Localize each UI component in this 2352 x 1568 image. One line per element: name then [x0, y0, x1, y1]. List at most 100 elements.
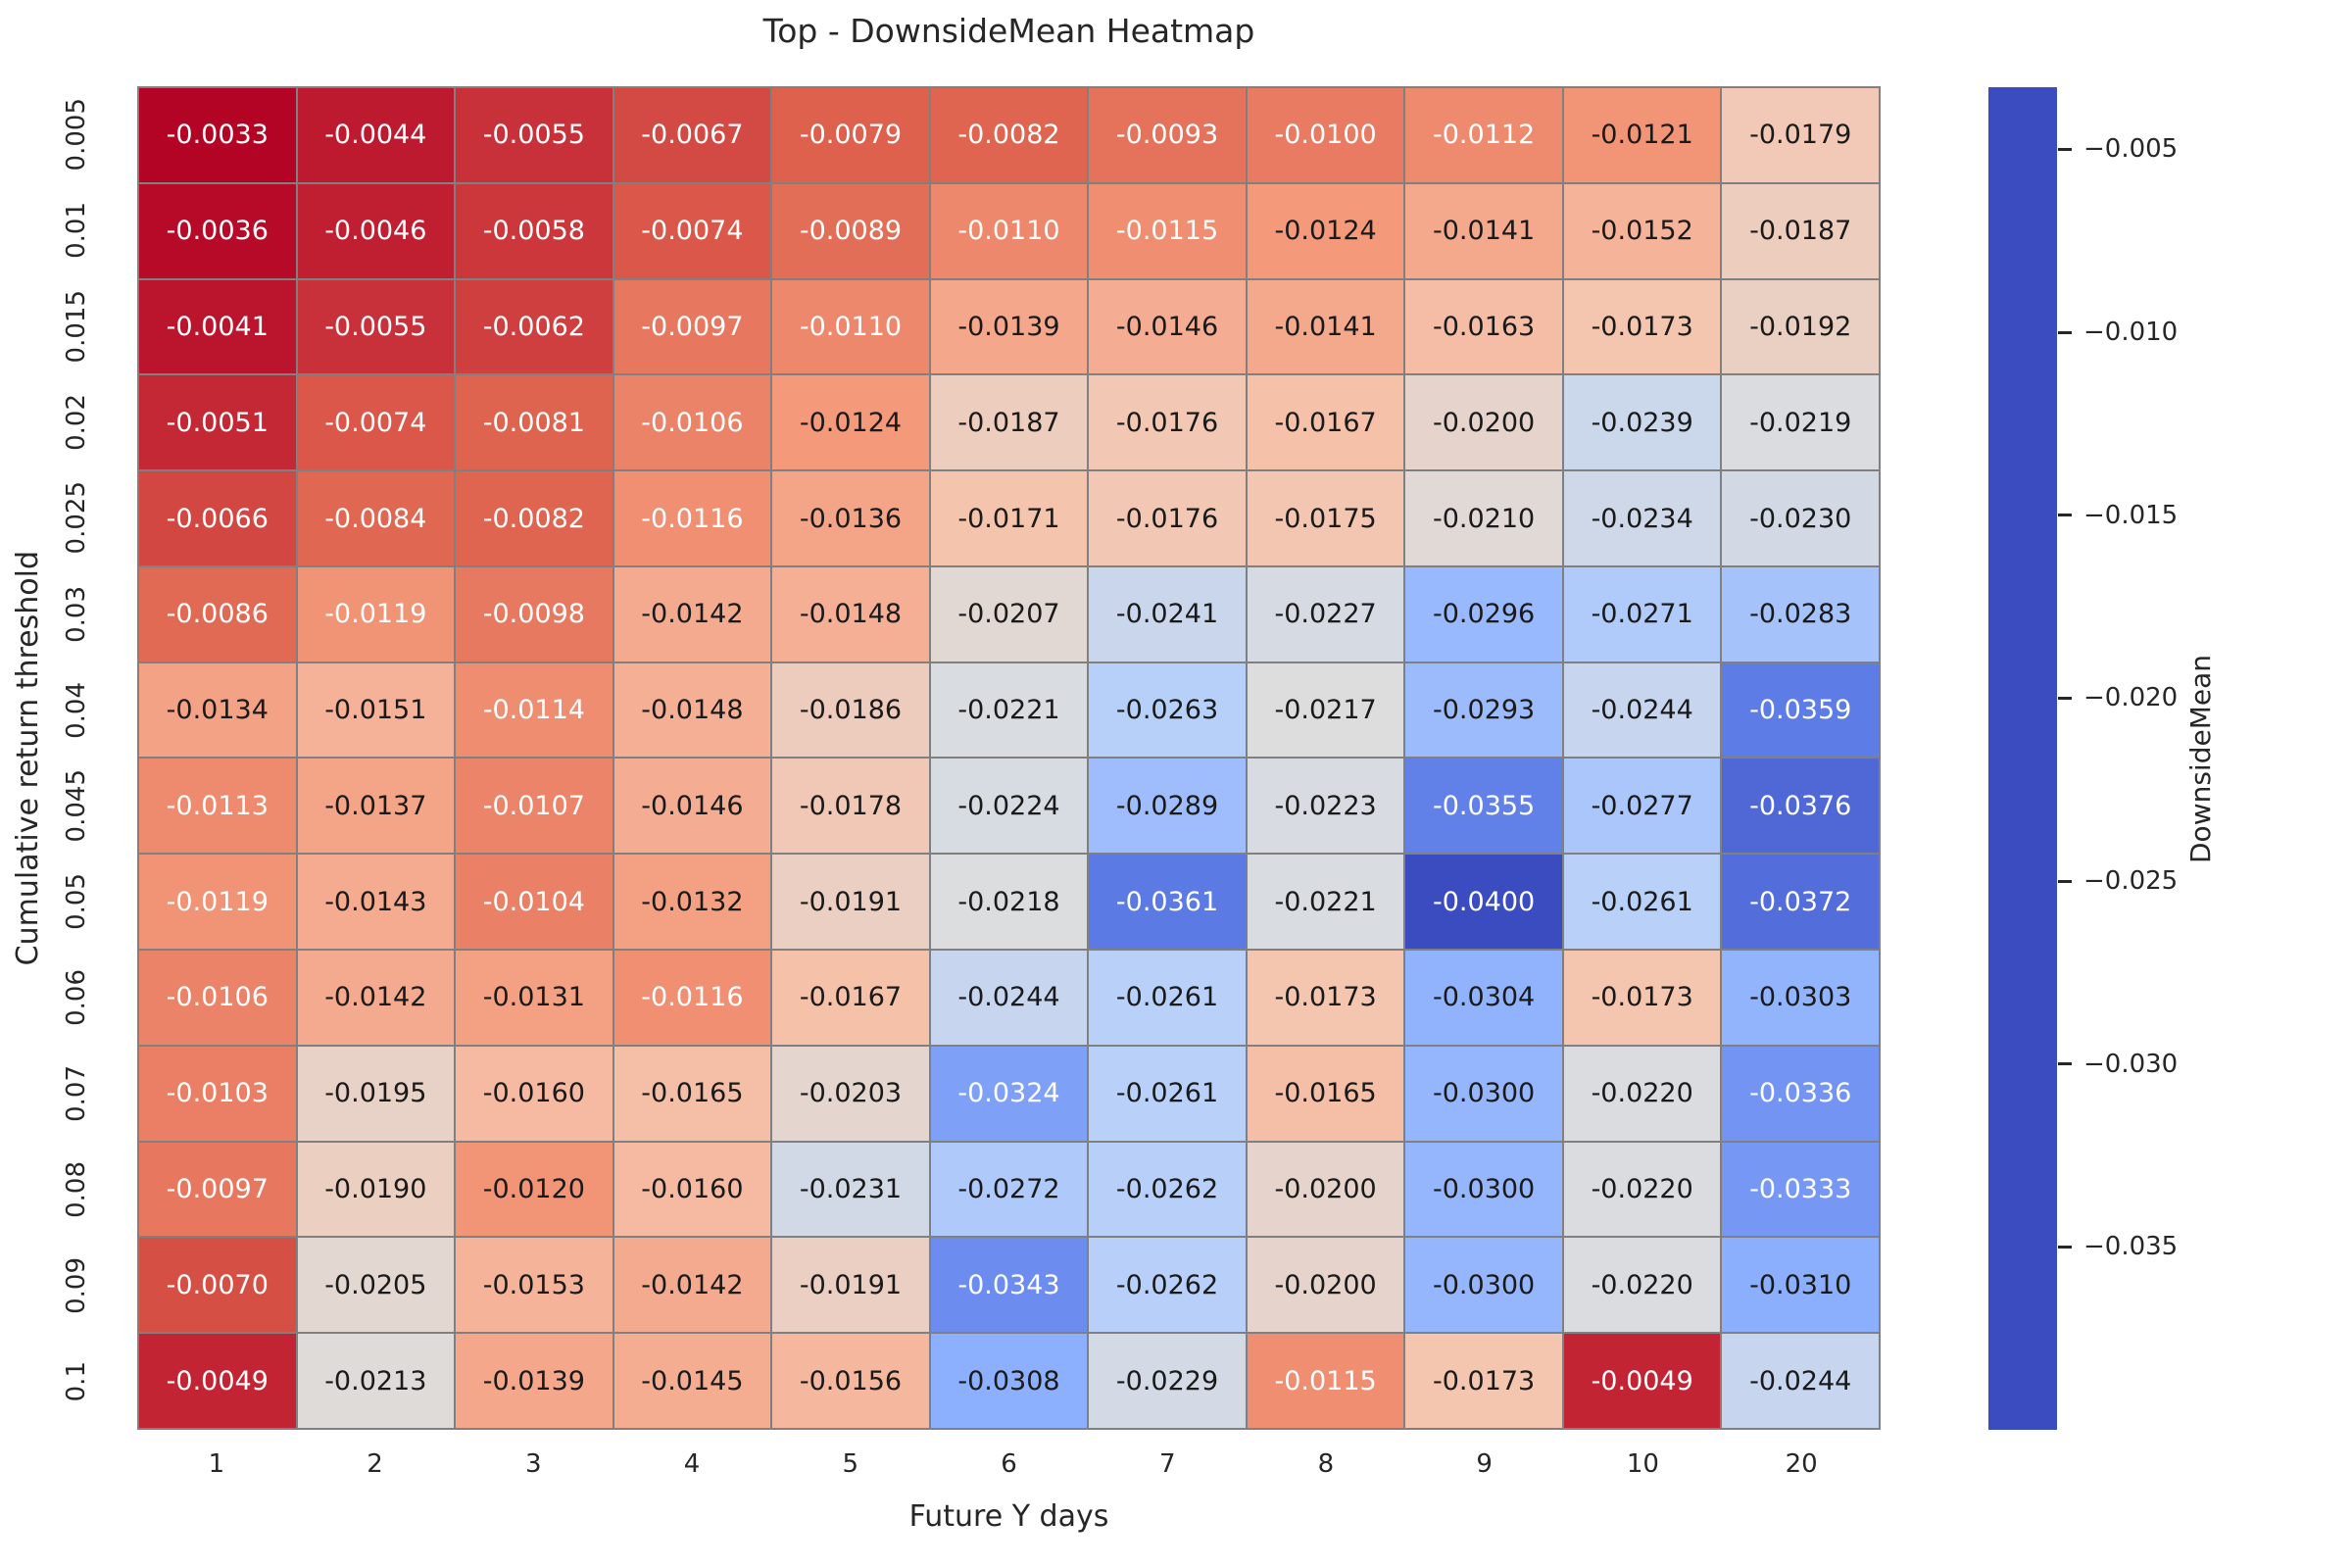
heatmap-cell: -0.0173 [1563, 951, 1721, 1045]
heatmap-cell: -0.0262 [1089, 1238, 1246, 1333]
heatmap-cell: -0.0304 [1405, 951, 1562, 1045]
heatmap-cell: -0.0041 [139, 279, 296, 374]
heatmap-cell: -0.0119 [297, 566, 455, 662]
heatmap-cell: -0.0277 [1563, 759, 1721, 854]
y-axis-label-text: Cumulative return threshold [10, 550, 45, 966]
heatmap-cell: -0.0261 [1089, 1046, 1246, 1141]
heatmap-cell: -0.0120 [456, 1142, 612, 1237]
heatmap-cell: -0.0220 [1563, 1046, 1721, 1141]
heatmap-cell: -0.0156 [772, 1334, 929, 1428]
x-tick-label: 4 [683, 1449, 701, 1479]
heatmap-cell: -0.0070 [139, 1238, 296, 1333]
heatmap-cell: -0.0308 [930, 1334, 1088, 1428]
heatmap-cell: -0.0195 [297, 1046, 455, 1141]
heatmap-cell: -0.0110 [772, 279, 929, 374]
heatmap-cell: -0.0191 [772, 1238, 929, 1333]
heatmap-cell: -0.0049 [139, 1334, 296, 1428]
heatmap-cell: -0.0229 [1089, 1334, 1246, 1428]
heatmap-cell: -0.0033 [139, 88, 296, 182]
heatmap-cell: -0.0227 [1247, 566, 1404, 662]
heatmap-cell: -0.0148 [613, 662, 771, 758]
heatmap-cell: -0.0210 [1405, 471, 1562, 565]
y-tick-label: 0.07 [55, 1046, 98, 1142]
heatmap-cell: -0.0113 [139, 759, 296, 854]
heatmap-cell: -0.0187 [1722, 183, 1879, 278]
heatmap-cell: -0.0163 [1405, 279, 1562, 374]
heatmap-cell: -0.0224 [930, 759, 1088, 854]
heatmap-cell: -0.0084 [297, 471, 455, 565]
heatmap-cell: -0.0121 [1563, 88, 1721, 182]
heatmap-cell: -0.0142 [613, 566, 771, 662]
colorbar-tick-label: −0.010 [2083, 318, 2179, 348]
heatmap-cell: -0.0160 [613, 1142, 771, 1237]
heatmap-cell: -0.0239 [1563, 375, 1721, 470]
heatmap-cell: -0.0115 [1247, 1334, 1404, 1428]
heatmap-cell: -0.0234 [1563, 471, 1721, 565]
heatmap-cell: -0.0082 [456, 471, 612, 565]
y-tick-label-text: 0.03 [62, 585, 91, 643]
heatmap-cell: -0.0152 [1563, 183, 1721, 278]
heatmap-cell: -0.0142 [613, 1238, 771, 1333]
heatmap-cell: -0.0136 [772, 471, 929, 565]
heatmap-cell: -0.0119 [139, 855, 296, 950]
heatmap-cell: -0.0213 [297, 1334, 455, 1428]
heatmap-cell: -0.0116 [613, 951, 771, 1045]
heatmap-cell: -0.0178 [772, 759, 929, 854]
x-tick-label: 6 [1001, 1449, 1017, 1479]
heatmap-cell: -0.0192 [1722, 279, 1879, 374]
heatmap-cell: -0.0221 [1247, 855, 1404, 950]
x-tick-label: 9 [1476, 1449, 1493, 1479]
heatmap-cell: -0.0165 [613, 1046, 771, 1141]
heatmap-cell: -0.0272 [930, 1142, 1088, 1237]
heatmap-cell: -0.0115 [1089, 183, 1246, 278]
heatmap-cell: -0.0361 [1089, 855, 1246, 950]
heatmap-cell: -0.0173 [1405, 1334, 1562, 1428]
heatmap-cell: -0.0293 [1405, 662, 1562, 758]
heatmap-cell: -0.0141 [1247, 279, 1404, 374]
y-tick-label: 0.025 [55, 470, 98, 566]
y-tick-label: 0.1 [55, 1334, 98, 1430]
heatmap-cell: -0.0093 [1089, 88, 1246, 182]
colorbar-tick [2058, 696, 2072, 700]
heatmap-cell: -0.0179 [1722, 88, 1879, 182]
heatmap-cell: -0.0355 [1405, 759, 1562, 854]
colorbar-tick [2058, 1245, 2072, 1249]
x-tick-label: 10 [1626, 1449, 1659, 1479]
y-tick-label-text: 0.08 [62, 1161, 91, 1219]
heatmap-cell: -0.0220 [1563, 1238, 1721, 1333]
heatmap-cell: -0.0098 [456, 566, 612, 662]
y-tick-label-text: 0.045 [62, 769, 91, 843]
y-tick-label-text: 0.005 [62, 97, 91, 172]
y-tick-label-text: 0.02 [62, 393, 91, 451]
colorbar-tick-label: −0.005 [2083, 134, 2179, 165]
heatmap-cell: -0.0151 [297, 662, 455, 758]
heatmap-cell: -0.0217 [1247, 662, 1404, 758]
heatmap-cell: -0.0160 [456, 1046, 612, 1141]
heatmap-cell: -0.0261 [1563, 855, 1721, 950]
y-tick-label: 0.005 [55, 86, 98, 182]
y-tick-label: 0.02 [55, 374, 98, 470]
heatmap-cell: -0.0176 [1089, 375, 1246, 470]
heatmap-cell: -0.0167 [1247, 375, 1404, 470]
heatmap-cell: -0.0107 [456, 759, 612, 854]
heatmap-cell: -0.0100 [1247, 88, 1404, 182]
heatmap-cell: -0.0173 [1563, 279, 1721, 374]
heatmap-cell: -0.0300 [1405, 1046, 1562, 1141]
x-axis-label: Future Y days [908, 1499, 1109, 1534]
heatmap-cell: -0.0055 [456, 88, 612, 182]
heatmap-cell: -0.0062 [456, 279, 612, 374]
y-tick-label: 0.05 [55, 854, 98, 950]
x-tick-label: 20 [1785, 1449, 1818, 1479]
heatmap-cell: -0.0051 [139, 375, 296, 470]
y-tick-label-text: 0.1 [62, 1361, 91, 1402]
heatmap-cell: -0.0110 [930, 183, 1088, 278]
heatmap-cell: -0.0300 [1405, 1142, 1562, 1237]
heatmap-cell: -0.0106 [139, 951, 296, 1045]
colorbar-tick-label: −0.020 [2083, 683, 2179, 713]
heatmap-cell: -0.0103 [139, 1046, 296, 1141]
heatmap-cell: -0.0074 [613, 183, 771, 278]
heatmap-cell: -0.0046 [297, 183, 455, 278]
colorbar-gradient [1988, 87, 2057, 1430]
heatmap-cell: -0.0289 [1089, 759, 1246, 854]
heatmap-cell: -0.0146 [613, 759, 771, 854]
